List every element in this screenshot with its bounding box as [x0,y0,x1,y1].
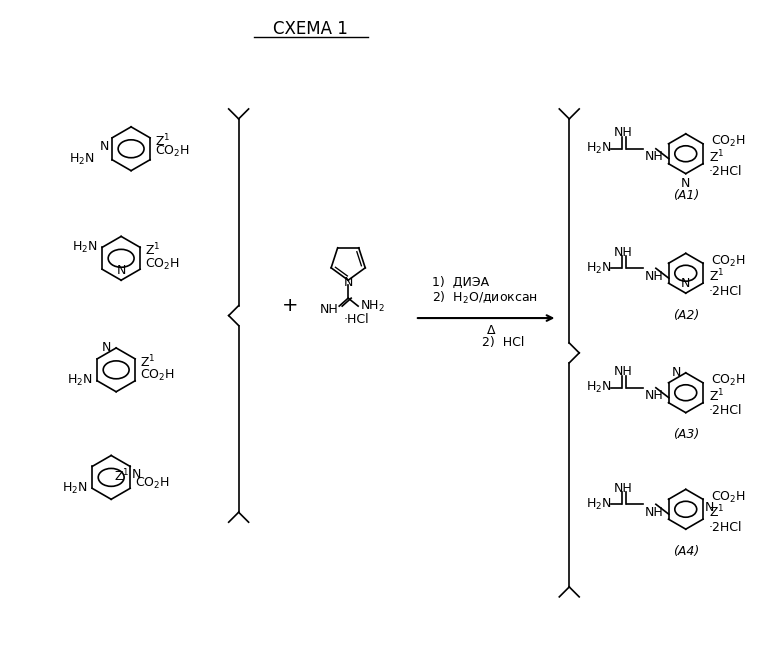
Text: (A4): (A4) [672,544,699,558]
Text: Z$^1$: Z$^1$ [114,467,129,484]
Text: H$_2$N: H$_2$N [69,152,94,167]
Text: CO$_2$H: CO$_2$H [155,145,190,159]
Text: 2)  HCl: 2) HCl [481,336,524,349]
Text: NH: NH [645,389,664,402]
Text: ·HCl: ·HCl [343,312,369,326]
Text: H$_2$N: H$_2$N [587,261,612,276]
Text: CO$_2$H: CO$_2$H [711,254,746,269]
Text: N: N [102,341,112,355]
Text: ·2HCl: ·2HCl [709,165,742,178]
Text: CO$_2$H: CO$_2$H [135,476,170,491]
Text: NH: NH [614,246,633,259]
Text: Z$^1$: Z$^1$ [140,353,155,370]
Text: H$_2$N: H$_2$N [62,481,87,496]
Text: Z$^1$: Z$^1$ [709,149,724,165]
Text: 2)  H$_2$O/диоксан: 2) H$_2$O/диоксан [432,290,537,306]
Text: ·2HCl: ·2HCl [709,520,742,534]
Text: N: N [681,277,690,290]
Text: CO$_2$H: CO$_2$H [140,368,175,383]
Text: СХЕМА 1: СХЕМА 1 [273,21,348,38]
Text: CO$_2$H: CO$_2$H [711,134,746,149]
Text: H$_2$N: H$_2$N [587,141,612,156]
Text: (A2): (A2) [672,308,699,322]
Text: H$_2$N: H$_2$N [587,380,612,395]
Text: CO$_2$H: CO$_2$H [145,257,180,272]
Text: H$_2$N: H$_2$N [72,240,98,255]
Text: H$_2$N: H$_2$N [66,373,92,389]
Text: Z$^1$: Z$^1$ [155,133,171,149]
Text: NH$_2$: NH$_2$ [360,298,385,314]
Text: N: N [672,367,681,379]
Text: N: N [132,469,141,481]
Text: N: N [116,265,126,277]
Text: 1)  ДИЭА: 1) ДИЭА [432,276,489,288]
Text: NH: NH [614,365,633,379]
Text: CO$_2$H: CO$_2$H [711,490,746,505]
Text: N: N [100,140,109,152]
Text: +: + [282,296,299,315]
Text: Z$^1$: Z$^1$ [709,504,724,520]
Text: N: N [343,276,353,288]
Text: NH: NH [645,506,664,518]
Text: Z$^1$: Z$^1$ [709,387,724,404]
Text: Δ: Δ [487,324,495,337]
Text: N: N [681,176,690,190]
Text: ·2HCl: ·2HCl [709,284,742,298]
Text: CO$_2$H: CO$_2$H [711,373,746,389]
Text: NH: NH [614,127,633,139]
Text: H$_2$N: H$_2$N [587,497,612,512]
Text: (A1): (A1) [672,189,699,202]
Text: NH: NH [614,482,633,495]
Text: NH: NH [645,270,664,282]
Text: Z$^1$: Z$^1$ [709,268,724,284]
Text: N: N [705,501,714,514]
Text: NH: NH [645,151,664,163]
Text: ·2HCl: ·2HCl [709,404,742,417]
Text: (A3): (A3) [672,428,699,441]
Text: NH: NH [320,302,339,316]
Text: Z$^1$: Z$^1$ [145,242,161,259]
